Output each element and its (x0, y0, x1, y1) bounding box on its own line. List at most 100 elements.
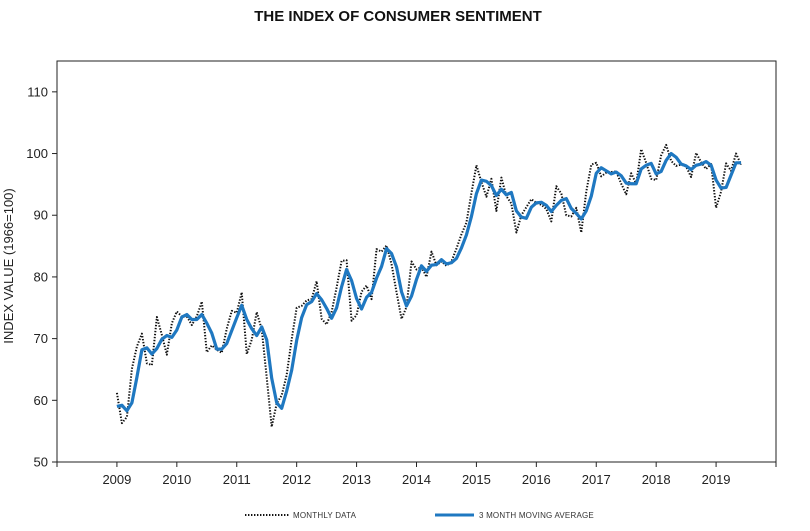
data-point-monthly-data (266, 377, 267, 378)
data-point-monthly-data (566, 215, 567, 216)
data-point-monthly-data (356, 315, 357, 316)
data-point-3-month-moving-average (421, 265, 422, 266)
series-3-month-moving-average (116, 151, 742, 413)
data-point-3-month-moving-average (626, 183, 627, 184)
data-point-3-month-moving-average (411, 295, 412, 296)
data-point-3-month-moving-average (366, 297, 367, 298)
data-point-3-month-moving-average (616, 171, 617, 172)
data-point-3-month-moving-average (351, 280, 352, 281)
data-point-monthly-data (556, 186, 557, 187)
data-point-monthly-data (526, 207, 527, 208)
data-point-3-month-moving-average (591, 196, 592, 197)
data-point-monthly-data (306, 300, 307, 301)
x-tick-label: 2018 (642, 472, 671, 487)
data-point-monthly-data (720, 191, 721, 192)
series-monthly-data (115, 143, 742, 428)
data-point-3-month-moving-average (651, 163, 652, 164)
data-point-3-month-moving-average (436, 264, 437, 265)
data-point-3-month-moving-average (376, 278, 377, 279)
data-point-3-month-moving-average (481, 179, 482, 180)
data-point-monthly-data (196, 316, 197, 317)
data-point-3-month-moving-average (226, 343, 227, 344)
data-point-3-month-moving-average (696, 165, 697, 166)
data-point-3-month-moving-average (286, 390, 287, 391)
data-point-3-month-moving-average (521, 216, 522, 217)
data-point-3-month-moving-average (631, 183, 632, 184)
data-point-3-month-moving-average (566, 198, 567, 199)
series-line-monthly-data (115, 143, 742, 428)
x-tick-label: 2016 (522, 472, 551, 487)
data-point-3-month-moving-average (491, 185, 492, 186)
y-tick-label: 90 (34, 208, 48, 223)
data-point-3-month-moving-average (136, 377, 137, 378)
data-point-monthly-data (391, 263, 392, 264)
data-point-3-month-moving-average (151, 353, 152, 354)
data-point-monthly-data (296, 307, 297, 308)
data-point-monthly-data (281, 395, 282, 396)
data-point-monthly-data (121, 423, 122, 424)
data-point-monthly-data (491, 178, 492, 179)
data-point-3-month-moving-average (311, 301, 312, 302)
data-point-monthly-data (641, 149, 642, 150)
data-point-monthly-data (191, 324, 192, 325)
y-tick-label: 80 (34, 269, 48, 284)
data-point-monthly-data (621, 183, 622, 184)
data-point-monthly-data (725, 163, 726, 164)
data-point-monthly-data (476, 165, 477, 166)
data-point-3-month-moving-average (456, 258, 457, 259)
data-point-3-month-moving-average (725, 187, 726, 188)
data-point-3-month-moving-average (236, 317, 237, 318)
series-line-3-month-moving-average (116, 151, 742, 413)
data-point-3-month-moving-average (496, 195, 497, 196)
data-point-monthly-data (576, 207, 577, 208)
data-point-monthly-data (326, 324, 327, 325)
data-point-monthly-data (586, 191, 587, 192)
data-point-3-month-moving-average (576, 213, 577, 214)
data-point-monthly-data (461, 234, 462, 235)
data-point-monthly-data (131, 368, 132, 369)
data-point-3-month-moving-average (256, 335, 257, 336)
x-tick-label: 2009 (102, 472, 131, 487)
data-point-monthly-data (601, 176, 602, 177)
data-point-3-month-moving-average (561, 200, 562, 201)
data-point-monthly-data (511, 203, 512, 204)
data-point-3-month-moving-average (241, 305, 242, 306)
data-point-3-month-moving-average (466, 234, 467, 235)
data-point-monthly-data (336, 287, 337, 288)
y-tick-label: 50 (34, 455, 48, 470)
data-point-monthly-data (386, 245, 387, 246)
data-point-monthly-data (531, 199, 532, 200)
legend-label-monthly-data: MONTHLY DATA (293, 511, 357, 520)
data-point-3-month-moving-average (431, 265, 432, 266)
data-point-monthly-data (651, 178, 652, 179)
data-point-3-month-moving-average (715, 179, 716, 180)
y-tick-label: 110 (27, 84, 48, 99)
data-point-3-month-moving-average (705, 161, 706, 162)
data-point-monthly-data (486, 196, 487, 197)
data-point-3-month-moving-average (701, 163, 702, 164)
data-point-monthly-data (381, 251, 382, 252)
data-point-3-month-moving-average (476, 193, 477, 194)
data-point-monthly-data (136, 346, 137, 347)
data-point-monthly-data (321, 318, 322, 319)
data-point-3-month-moving-average (536, 202, 537, 203)
data-point-monthly-data (561, 193, 562, 194)
data-point-monthly-data (646, 162, 647, 163)
y-axis: 50 60 70 80 90 100 110 (26, 84, 57, 470)
data-point-3-month-moving-average (316, 293, 317, 294)
data-point-monthly-data (176, 311, 177, 312)
data-point-3-month-moving-average (161, 339, 162, 340)
data-point-monthly-data (351, 320, 352, 321)
chart-title: THE INDEX OF CONSUMER SENTIMENT (254, 8, 542, 25)
data-point-3-month-moving-average (596, 173, 597, 174)
data-point-3-month-moving-average (276, 402, 277, 403)
data-point-monthly-data (656, 179, 657, 180)
legend: MONTHLY DATA 3 MONTH MOVING AVERAGE (245, 511, 594, 520)
data-point-3-month-moving-average (586, 210, 587, 211)
data-point-monthly-data (126, 416, 127, 417)
data-point-monthly-data (316, 281, 317, 282)
data-point-monthly-data (705, 168, 706, 169)
data-point-monthly-data (571, 216, 572, 217)
data-point-3-month-moving-average (396, 266, 397, 267)
